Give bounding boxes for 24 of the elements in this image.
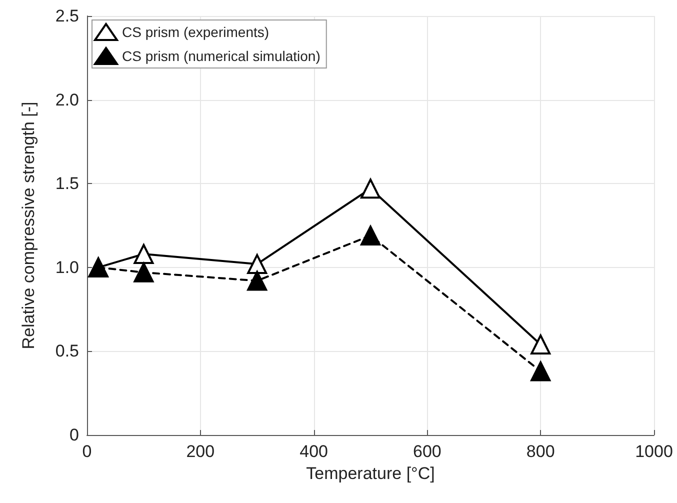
point	[134, 262, 154, 282]
x-tick-label: 200	[186, 442, 215, 461]
y-tick-label: 0.5	[55, 342, 79, 361]
x-tick-label: 0	[82, 442, 92, 461]
y-tick-label: 1.0	[55, 258, 79, 277]
point	[134, 244, 154, 264]
legend-label: CS prism (experiments)	[122, 24, 270, 40]
legend-label: CS prism (numerical simulation)	[122, 48, 320, 64]
x-tick-label: 600	[413, 442, 442, 461]
y-tick-label: 0	[70, 426, 79, 444]
y-tick-label: 2.5	[55, 6, 79, 26]
y-tick-label: 1.5	[55, 174, 79, 194]
point	[247, 270, 268, 291]
y-tick-label: 2.0	[55, 90, 79, 110]
x-tick-label: 1000	[635, 442, 673, 461]
point	[360, 226, 380, 246]
x-axis-title: Temperature [°C]	[306, 464, 435, 483]
point	[247, 254, 268, 274]
point	[530, 361, 551, 382]
y-axis-title: Relative compressive strength [-]	[19, 102, 38, 350]
x-tick-label: 400	[300, 442, 328, 461]
x-tick-label: 800	[526, 442, 555, 461]
point	[360, 178, 380, 199]
point	[530, 334, 551, 354]
